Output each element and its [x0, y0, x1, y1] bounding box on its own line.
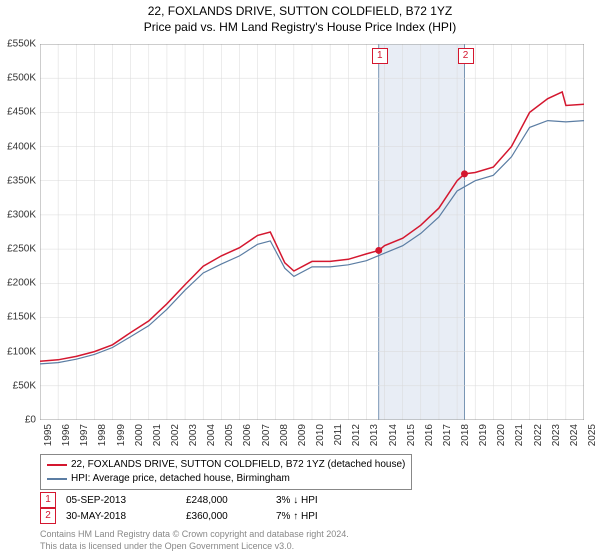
x-tick-label: 2001 [152, 424, 163, 454]
x-tick-label: 2022 [533, 424, 544, 454]
sale-price: £248,000 [186, 495, 266, 506]
y-tick-label: £100K [0, 346, 36, 357]
sale-price: £360,000 [186, 511, 266, 522]
x-tick-label: 2006 [242, 424, 253, 454]
x-tick-label: 2004 [206, 424, 217, 454]
x-tick-label: 2002 [170, 424, 181, 454]
x-tick-label: 2018 [460, 424, 471, 454]
title-address: 22, FOXLANDS DRIVE, SUTTON COLDFIELD, B7… [0, 4, 600, 18]
legend-label: 22, FOXLANDS DRIVE, SUTTON COLDFIELD, B7… [71, 458, 405, 472]
legend-label: HPI: Average price, detached house, Birm… [71, 472, 290, 486]
x-tick-label: 2012 [351, 424, 362, 454]
x-tick-label: 2019 [478, 424, 489, 454]
x-tick-label: 2000 [134, 424, 145, 454]
x-tick-label: 2009 [297, 424, 308, 454]
y-tick-label: £200K [0, 278, 36, 289]
sale-change: 3% ↓ HPI [276, 495, 356, 506]
x-tick-label: 1995 [43, 424, 54, 454]
x-tick-label: 2011 [333, 424, 344, 454]
x-tick-label: 1998 [97, 424, 108, 454]
y-tick-label: £450K [0, 107, 36, 118]
chart-container: 22, FOXLANDS DRIVE, SUTTON COLDFIELD, B7… [0, 0, 600, 560]
y-tick-label: £300K [0, 209, 36, 220]
x-tick-label: 2003 [188, 424, 199, 454]
credits: Contains HM Land Registry data © Crown c… [40, 528, 349, 552]
y-tick-label: £150K [0, 312, 36, 323]
chart-marker-label: 1 [372, 48, 388, 64]
y-tick-label: £250K [0, 244, 36, 255]
y-tick-label: £400K [0, 141, 36, 152]
y-tick-label: £0 [0, 415, 36, 426]
legend: 22, FOXLANDS DRIVE, SUTTON COLDFIELD, B7… [40, 454, 412, 490]
credits-line1: Contains HM Land Registry data © Crown c… [40, 528, 349, 540]
x-tick-label: 2023 [551, 424, 562, 454]
legend-swatch [47, 464, 67, 466]
sale-marker: 1 [40, 492, 56, 508]
x-tick-label: 1999 [116, 424, 127, 454]
y-tick-label: £550K [0, 39, 36, 50]
y-axis-labels: £0£50K£100K£150K£200K£250K£300K£350K£400… [0, 44, 38, 420]
y-tick-label: £500K [0, 73, 36, 84]
legend-swatch [47, 478, 67, 480]
x-tick-label: 2010 [315, 424, 326, 454]
sale-change: 7% ↑ HPI [276, 511, 356, 522]
x-tick-label: 2005 [224, 424, 235, 454]
x-tick-label: 2007 [261, 424, 272, 454]
title-subtitle: Price paid vs. HM Land Registry's House … [0, 20, 600, 34]
chart-svg [40, 44, 584, 420]
x-tick-label: 2008 [279, 424, 290, 454]
chart-plot-area: 12 [40, 44, 584, 420]
legend-item: HPI: Average price, detached house, Birm… [47, 472, 405, 486]
sale-date: 30-MAY-2018 [66, 511, 176, 522]
x-tick-label: 2021 [514, 424, 525, 454]
x-tick-label: 2020 [496, 424, 507, 454]
credits-line2: This data is licensed under the Open Gov… [40, 540, 349, 552]
x-tick-label: 2025 [587, 424, 598, 454]
sale-marker: 2 [40, 508, 56, 524]
x-tick-label: 1996 [61, 424, 72, 454]
x-tick-label: 2013 [369, 424, 380, 454]
legend-item: 22, FOXLANDS DRIVE, SUTTON COLDFIELD, B7… [47, 458, 405, 472]
x-tick-label: 2016 [424, 424, 435, 454]
sale-date: 05-SEP-2013 [66, 495, 176, 506]
sale-row: 2 30-MAY-2018 £360,000 7% ↑ HPI [40, 508, 356, 524]
x-axis-labels: 1995 1996 1997 1998 1999 2000 2001 2002 2003 2004… [40, 422, 584, 452]
sale-row: 1 05-SEP-2013 £248,000 3% ↓ HPI [40, 492, 356, 508]
x-tick-label: 2015 [406, 424, 417, 454]
x-tick-label: 2024 [569, 424, 580, 454]
chart-marker-label: 2 [458, 48, 474, 64]
y-tick-label: £50K [0, 380, 36, 391]
x-tick-label: 2014 [388, 424, 399, 454]
y-tick-label: £350K [0, 175, 36, 186]
x-tick-label: 2017 [442, 424, 453, 454]
title-block: 22, FOXLANDS DRIVE, SUTTON COLDFIELD, B7… [0, 0, 600, 34]
sales-table: 1 05-SEP-2013 £248,000 3% ↓ HPI 2 30-MAY-2018… [40, 492, 356, 524]
x-tick-label: 1997 [79, 424, 90, 454]
